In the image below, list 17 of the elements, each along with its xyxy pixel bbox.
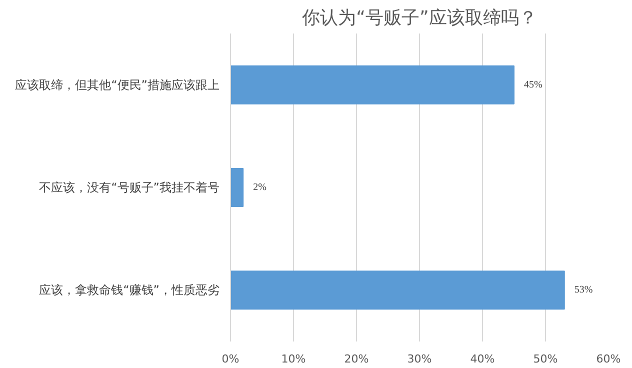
y-tick-label: 不应该，没有“号贩子”我挂不着号: [39, 180, 220, 194]
bar: [230, 270, 565, 310]
x-tick-label: 10%: [281, 352, 306, 366]
x-tick-label: 40%: [470, 352, 495, 366]
chart-title: 你认为“号贩子”应该取缔吗？: [301, 8, 537, 28]
bar: [230, 168, 244, 207]
x-tick-label: 30%: [407, 352, 432, 366]
data-label: 45%: [524, 79, 542, 90]
y-tick-label: 应该，拿救命钱“赚钱”，性质恶劣: [39, 283, 220, 298]
data-label: 2%: [253, 182, 266, 193]
x-tick-label: 0%: [222, 352, 240, 366]
x-tick-label: 60%: [596, 352, 621, 366]
x-tick-label: 50%: [533, 352, 558, 366]
y-tick-label: 应该取缔，但其他“便民”措施应该跟上: [15, 78, 220, 92]
x-tick-label: 20%: [344, 352, 369, 366]
data-label: 53%: [574, 284, 593, 296]
bar: [230, 65, 514, 104]
